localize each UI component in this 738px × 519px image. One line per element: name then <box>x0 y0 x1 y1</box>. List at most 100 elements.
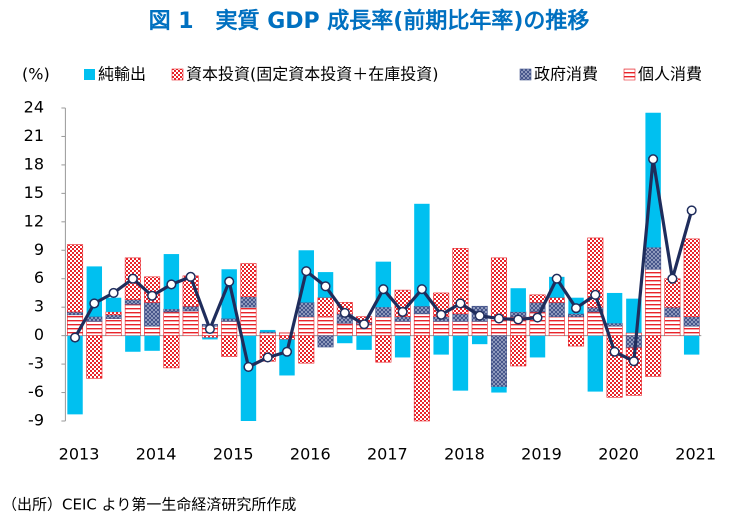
y-tick-label: -3 <box>28 354 44 373</box>
line-marker <box>397 306 408 317</box>
bar-segment <box>452 321 469 336</box>
line-marker <box>455 298 466 309</box>
line-marker <box>166 279 177 290</box>
bar-segment <box>298 335 315 364</box>
x-tick-label: 2014 <box>136 445 177 464</box>
bar-segment <box>317 335 334 348</box>
bar-segment <box>568 335 585 347</box>
bar-segment <box>125 335 141 352</box>
line-marker <box>224 276 235 287</box>
bar-segment <box>240 296 257 308</box>
x-tick-label: 2013 <box>59 445 100 464</box>
bar-segment <box>413 335 430 422</box>
bar-segment <box>298 316 315 336</box>
bar-segment <box>182 305 199 312</box>
bar-segment <box>452 248 469 315</box>
bar-segment <box>124 299 141 305</box>
bar-segment <box>548 302 565 317</box>
bar-segment <box>413 305 430 315</box>
bar-segment <box>606 323 623 327</box>
bar-segment <box>683 316 700 327</box>
bar-segment <box>67 244 84 313</box>
bar-segment <box>337 335 353 344</box>
line-marker <box>667 273 678 284</box>
legend-swatch <box>84 69 95 80</box>
line-marker <box>513 314 524 325</box>
bar-segment <box>645 335 662 377</box>
bar-segment <box>278 335 296 340</box>
line-marker <box>185 271 196 282</box>
x-tick-label: 2018 <box>444 445 485 464</box>
line-marker <box>89 298 100 309</box>
line-marker <box>108 287 119 299</box>
y-tick-label: 21 <box>24 126 44 145</box>
line-marker <box>609 346 620 357</box>
line-marker <box>551 273 562 284</box>
bar-segment <box>105 311 122 316</box>
bar-segment <box>414 203 430 307</box>
bar-segment <box>491 386 507 393</box>
chart-title: 図 1 実質 GDP 成長率(前期比年率)の推移 <box>149 8 590 34</box>
bar-segment <box>67 335 83 415</box>
x-tick-label: 2019 <box>521 445 562 464</box>
bar-segment <box>394 316 411 322</box>
bar-segment <box>490 335 507 388</box>
bar-segment <box>683 325 700 336</box>
bar-segment <box>105 297 122 312</box>
bar-segment <box>433 321 450 336</box>
line-marker <box>474 310 485 321</box>
x-tick-label: 2015 <box>213 445 254 464</box>
legend-swatch <box>623 68 636 81</box>
bar-segment <box>433 335 449 355</box>
bar-segment <box>221 321 238 336</box>
line-marker <box>378 284 389 295</box>
bar-segment <box>587 237 604 308</box>
bar-segment <box>375 316 392 336</box>
source-note: （出所）CEIC より第一生命経済研究所作成 <box>2 496 296 514</box>
y-tick-label: 15 <box>24 183 44 202</box>
bar-segment <box>683 238 700 317</box>
bar-segment <box>375 306 392 317</box>
line-marker <box>281 346 293 357</box>
line-marker <box>127 273 138 284</box>
bar-segment <box>548 297 565 303</box>
bar-segment <box>394 321 411 336</box>
x-tick-label: 2020 <box>598 445 639 464</box>
bar-segment <box>240 263 257 298</box>
y-tick-label: 9 <box>34 240 44 259</box>
bar-segment <box>163 311 180 336</box>
line-marker <box>416 284 427 295</box>
bar-segment <box>683 335 700 355</box>
bar-segment <box>664 316 681 336</box>
bar-segment <box>336 323 353 336</box>
legend-label: 政府消費 <box>534 65 598 84</box>
line-marker <box>532 312 543 323</box>
y-tick-label: 6 <box>34 268 44 287</box>
legend-label: 純輸出 <box>98 65 146 84</box>
bar-segment <box>490 257 507 317</box>
bar-segment <box>606 335 623 398</box>
bar-segment <box>548 316 565 336</box>
bar-segment <box>529 335 546 358</box>
bar-segment <box>452 313 469 322</box>
bar-segment <box>471 335 488 345</box>
bar-segment <box>86 335 103 379</box>
bar-segment <box>510 335 527 367</box>
bar-segment <box>317 316 334 336</box>
legend-label: 資本投資(固定資本投資＋在庫投資) <box>186 65 439 84</box>
line-marker <box>204 323 215 335</box>
y-tick-label: 24 <box>24 98 44 117</box>
bar-segment <box>625 332 642 336</box>
bar-segment <box>356 335 372 350</box>
legend-label: 個人消費 <box>638 65 702 84</box>
bar-segment <box>375 335 392 363</box>
bar-segment <box>144 325 161 336</box>
x-tick-label: 2016 <box>290 445 331 464</box>
bar-segment <box>221 335 238 357</box>
line-marker <box>359 319 370 330</box>
bar-segment <box>163 308 180 313</box>
line-marker <box>648 154 659 165</box>
bar-segment <box>645 247 662 270</box>
